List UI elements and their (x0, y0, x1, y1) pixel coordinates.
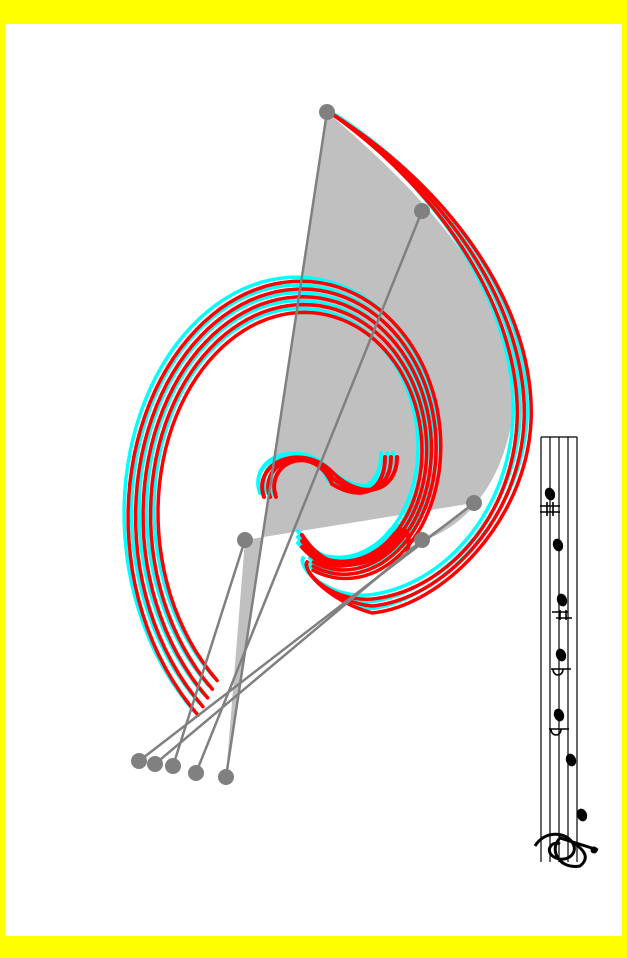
control-point[interactable] (466, 495, 482, 511)
note-head (565, 753, 577, 767)
control-point[interactable] (414, 532, 430, 548)
note-head (544, 487, 556, 501)
flat-icon (551, 668, 571, 676)
control-point[interactable] (165, 758, 181, 774)
red-outer-arc (304, 112, 519, 601)
control-point[interactable] (147, 756, 163, 772)
notes (540, 487, 588, 822)
note-head (576, 808, 588, 822)
control-point[interactable] (237, 532, 253, 548)
control-point[interactable] (188, 765, 204, 781)
control-point[interactable] (218, 769, 234, 785)
control-points (131, 104, 482, 785)
note-head (555, 648, 567, 662)
note-head (553, 708, 565, 722)
sharp-icon (540, 502, 560, 516)
construction-line (194, 210, 424, 774)
control-point[interactable] (319, 104, 335, 120)
flat-icon (549, 728, 569, 736)
construction-line (171, 539, 247, 767)
treble-clef-icon (533, 832, 599, 868)
red-spiral-stroke (126, 279, 443, 718)
fan-region (226, 112, 514, 777)
music-staff (533, 436, 599, 868)
red-inner-swirl (272, 455, 411, 567)
control-point[interactable] (414, 203, 430, 219)
red-spiral-stroke (133, 287, 438, 709)
note-head (556, 593, 568, 607)
natural-icon (552, 610, 572, 620)
red-outer-arc (304, 112, 533, 615)
spiral-curve-bundle (122, 108, 533, 718)
note-head (552, 538, 564, 552)
control-point[interactable] (131, 753, 147, 769)
construction-line (224, 111, 329, 778)
